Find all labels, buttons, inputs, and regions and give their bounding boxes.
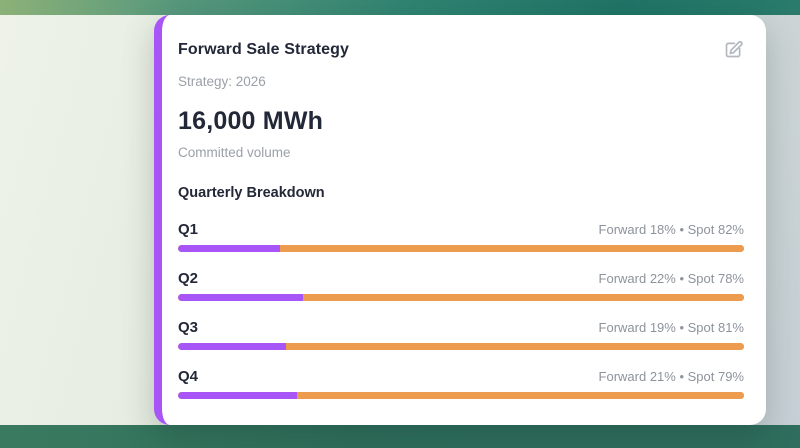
spot-bar-segment xyxy=(302,294,744,301)
committed-volume-value: 16,000 MWh xyxy=(178,107,324,135)
quarter-split-detail: Forward 19% • Spot 81% xyxy=(598,320,744,335)
edit-pencil-square-icon xyxy=(723,40,744,63)
quarter-split-bar xyxy=(178,392,744,399)
quarter-split-detail: Forward 21% • Spot 79% xyxy=(598,369,744,384)
forward-bar-segment xyxy=(178,294,303,301)
forward-bar-segment xyxy=(178,245,280,252)
quarter-label: Q3 xyxy=(178,319,199,336)
forward-sale-strategy-card: Forward Sale Strategy Strategy: 2026 16,… xyxy=(154,15,766,425)
forward-bar-segment xyxy=(178,343,286,350)
quarter-label: Q1 xyxy=(178,221,199,238)
quarter-row: Q1 Forward 18% • Spot 82% xyxy=(178,221,744,252)
strategy-year-subtitle: Strategy: 2026 xyxy=(178,74,266,89)
quarter-row: Q4 Forward 21% • Spot 79% xyxy=(178,368,744,399)
card-title: Forward Sale Strategy xyxy=(178,41,350,58)
quarterly-breakdown-heading: Quarterly Breakdown xyxy=(178,185,325,201)
committed-volume-caption: Committed volume xyxy=(178,145,291,160)
quarter-split-detail: Forward 18% • Spot 82% xyxy=(598,222,744,237)
forward-bar-segment xyxy=(178,392,297,399)
card-header: Forward Sale Strategy xyxy=(178,39,744,60)
quarter-label: Q2 xyxy=(178,270,199,287)
spot-bar-segment xyxy=(285,343,744,350)
quarter-row: Q2 Forward 22% • Spot 78% xyxy=(178,270,744,301)
edit-button[interactable] xyxy=(723,39,744,60)
quarter-split-bar xyxy=(178,245,744,252)
spot-bar-segment xyxy=(279,245,744,252)
quarter-row: Q3 Forward 19% • Spot 81% xyxy=(178,319,744,350)
quarterly-breakdown-list: Q1 Forward 18% • Spot 82% Q2 Forward 22%… xyxy=(178,221,744,399)
quarter-split-detail: Forward 22% • Spot 78% xyxy=(598,271,744,286)
background-bottom-band xyxy=(0,425,800,448)
quarter-split-bar xyxy=(178,294,744,301)
quarter-label: Q4 xyxy=(178,368,199,385)
quarter-split-bar xyxy=(178,343,744,350)
background-top-band xyxy=(0,0,800,15)
spot-bar-segment xyxy=(296,392,744,399)
